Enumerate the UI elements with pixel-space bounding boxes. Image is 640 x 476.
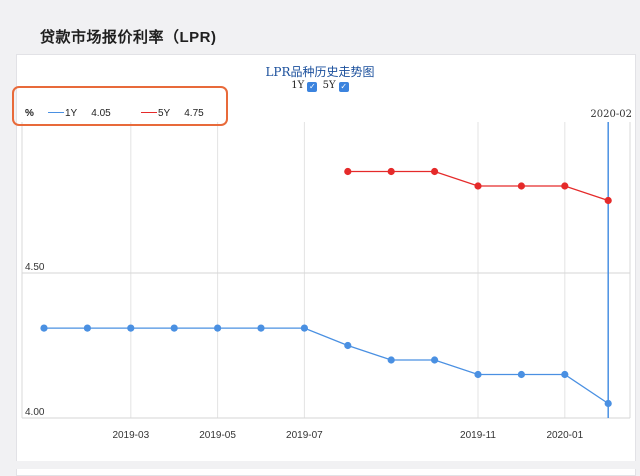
point-5y-2020-01 bbox=[561, 182, 569, 190]
legend-value-5y: 4.75 bbox=[184, 108, 204, 119]
toggle-1y[interactable]: 1Y ✓ bbox=[291, 80, 318, 92]
legend-line-5y-icon bbox=[141, 112, 157, 113]
point-5y-2020-02 bbox=[604, 196, 612, 205]
point-1y-2020-01 bbox=[561, 370, 569, 379]
point-5y-2019-12 bbox=[517, 182, 526, 190]
checkbox-1y-icon[interactable]: ✓ bbox=[307, 82, 318, 92]
point-1y-2019-03 bbox=[127, 324, 135, 332]
x-tick-label-3: 2019-11 bbox=[460, 430, 496, 441]
legend-name-1y: 1Y bbox=[65, 108, 78, 119]
point-1y-2019-11 bbox=[474, 370, 482, 379]
bottom-bar bbox=[0, 461, 640, 469]
legend-line-1y-icon bbox=[48, 112, 64, 113]
y-tick-label-0: 4.00 bbox=[25, 407, 45, 418]
legend-unit: % bbox=[25, 108, 34, 119]
point-1y-2019-05 bbox=[214, 324, 222, 332]
point-5y-2019-11 bbox=[474, 182, 482, 190]
x-tick-label-1: 2019-05 bbox=[199, 430, 236, 441]
point-1y-2019-02 bbox=[83, 324, 91, 332]
toggle-5y[interactable]: 5Y ✓ bbox=[323, 80, 349, 92]
point-1y-2019-01 bbox=[40, 324, 48, 332]
x-tick-label-0: 2019-03 bbox=[112, 430, 149, 441]
legend-value-1y: 4.05 bbox=[91, 108, 111, 119]
legend-item-1y[interactable]: 1Y 4.05 bbox=[48, 108, 111, 119]
point-1y-2020-02 bbox=[604, 399, 612, 408]
point-1y-2019-09 bbox=[387, 356, 395, 364]
crosshair-label: 2020-02 bbox=[590, 109, 632, 120]
chart-title: LPR品种历史走势图 bbox=[265, 65, 375, 79]
point-5y-2019-09 bbox=[387, 167, 395, 176]
y-tick-label-1: 4.50 bbox=[25, 262, 45, 273]
series-toggles: 1Y ✓ 5Y ✓ bbox=[0, 80, 640, 92]
legend-name-5y: 5Y bbox=[158, 108, 171, 119]
legend-item-5y[interactable]: 5Y 4.75 bbox=[141, 108, 204, 119]
checkbox-5y-icon[interactable]: ✓ bbox=[338, 82, 349, 92]
toggle-5y-label: 5Y bbox=[322, 80, 336, 91]
x-tick-label-2: 2019-07 bbox=[286, 430, 323, 441]
point-5y-2019-10 bbox=[431, 167, 439, 176]
point-1y-2019-04 bbox=[170, 324, 178, 332]
point-1y-2019-08 bbox=[344, 341, 352, 350]
point-1y-2019-07 bbox=[300, 324, 308, 332]
point-1y-2019-06 bbox=[257, 324, 265, 332]
point-1y-2019-10 bbox=[431, 356, 439, 364]
legend-highlight-box bbox=[12, 86, 228, 126]
x-tick-label-4: 2020-01 bbox=[546, 430, 583, 441]
page-title: 贷款市场报价利率（LPR) bbox=[40, 29, 217, 46]
point-5y-2019-08 bbox=[344, 167, 352, 176]
point-1y-2019-12 bbox=[517, 370, 526, 379]
toggle-1y-label: 1Y bbox=[291, 80, 305, 91]
series-line-1y bbox=[44, 327, 609, 405]
